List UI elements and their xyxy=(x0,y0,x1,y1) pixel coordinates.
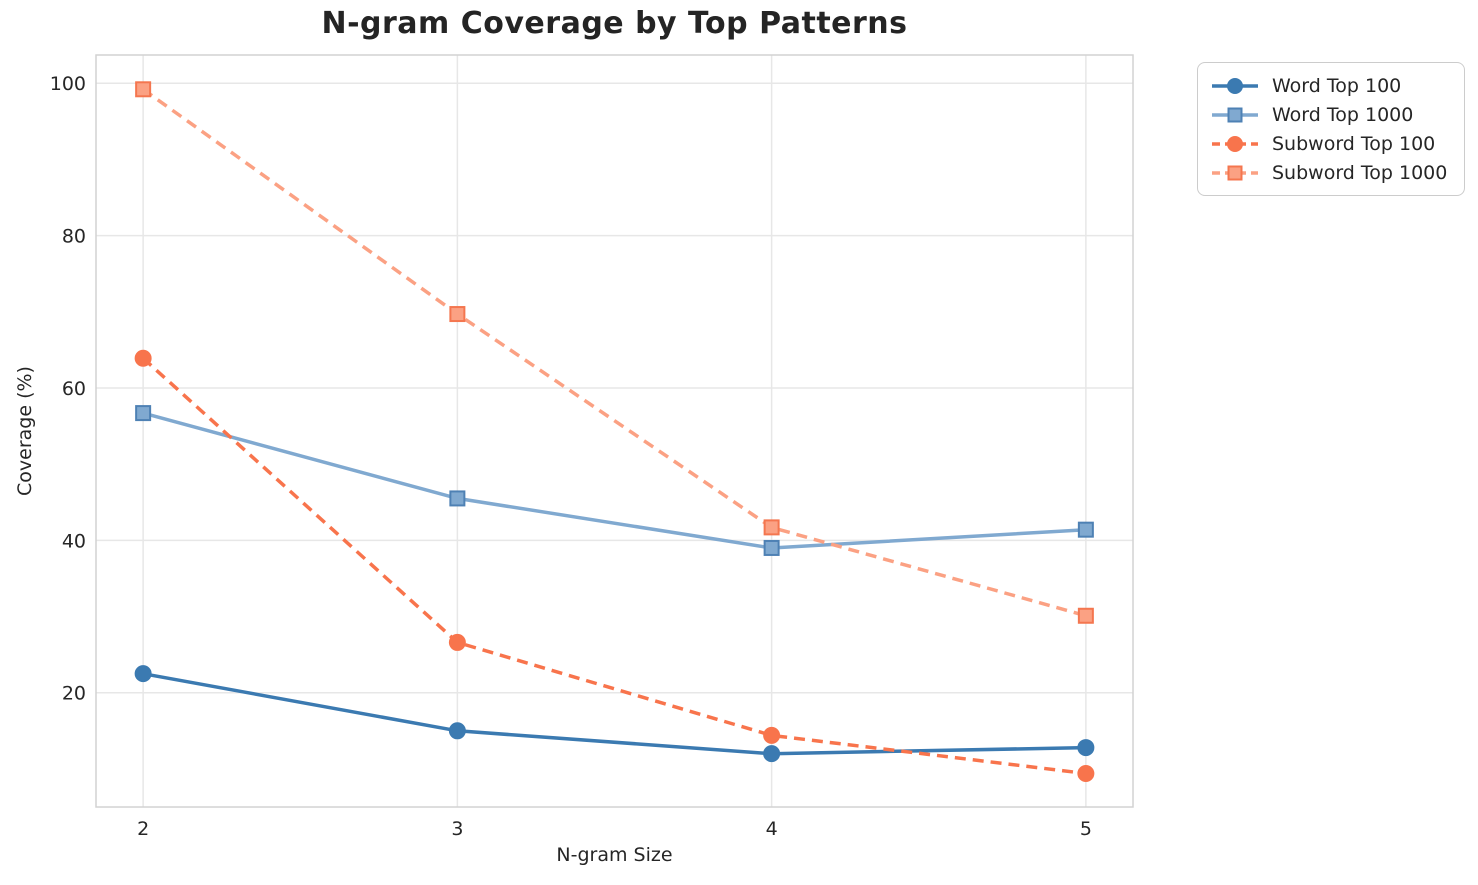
x-tick-label: 2 xyxy=(137,818,149,840)
x-tick-label: 5 xyxy=(1080,818,1092,840)
marker-subword-top-1000 xyxy=(135,81,152,98)
series-line-subword-top-1000 xyxy=(142,87,1087,618)
y-tick-label: 20 xyxy=(62,683,86,705)
series-line-word-top-100 xyxy=(142,671,1086,756)
legend-swatch-word-top-1000 xyxy=(1212,107,1258,122)
marker-word-top-1000 xyxy=(135,405,152,422)
legend: Word Top 100 Word Top 1000 Subword Top 100… xyxy=(1197,62,1465,196)
marker-subword-top-100 xyxy=(448,633,466,651)
legend-item-word-top-100: Word Top 100 xyxy=(1210,72,1450,99)
y-axis-label: Coverage (%) xyxy=(14,366,36,496)
x-tick-label: 4 xyxy=(766,818,778,840)
series-line-word-top-1000 xyxy=(142,411,1087,550)
x-axis-label: N-gram Size xyxy=(556,844,673,866)
marker-subword-top-100 xyxy=(134,349,152,367)
legend-item-label: Subword Top 1000 xyxy=(1272,161,1448,184)
legend-item-label: Word Top 1000 xyxy=(1272,103,1414,126)
marker-subword-top-1000 xyxy=(1077,607,1094,624)
marker-subword-top-1000 xyxy=(763,519,780,536)
marker-subword-top-100 xyxy=(763,726,781,744)
legend-item-subword-top-1000: Subword Top 1000 xyxy=(1210,159,1450,186)
marker-word-top-1000 xyxy=(1077,521,1094,538)
y-tick-label: 40 xyxy=(62,530,86,552)
series-line-subword-top-100 xyxy=(141,356,1087,776)
marker-word-top-1000 xyxy=(763,539,780,556)
marker-subword-top-100 xyxy=(1077,764,1095,782)
legend-swatch-word-top-100 xyxy=(1212,77,1258,94)
legend-swatch-subword-top-1000 xyxy=(1212,165,1258,180)
marker-word-top-100 xyxy=(448,722,466,740)
legend-marker xyxy=(1227,77,1243,94)
y-tick-label: 100 xyxy=(50,73,86,95)
legend-swatch-subword-top-100 xyxy=(1212,135,1258,152)
legend-item-word-top-1000: Word Top 1000 xyxy=(1210,101,1450,128)
legend-marker xyxy=(1227,135,1243,152)
legend-marker xyxy=(1227,165,1243,180)
plot-border xyxy=(95,54,1134,808)
y-tick-label: 60 xyxy=(62,378,86,400)
legend-item-subword-top-100: Subword Top 100 xyxy=(1210,130,1450,157)
marker-word-top-1000 xyxy=(449,490,466,507)
x-tick-label: 3 xyxy=(451,818,463,840)
chart-title: N-gram Coverage by Top Patterns xyxy=(321,6,908,41)
marker-word-top-100 xyxy=(134,665,152,683)
legend-item-label: Word Top 100 xyxy=(1272,74,1402,97)
legend-item-label: Subword Top 100 xyxy=(1272,132,1436,155)
y-tick-label: 80 xyxy=(62,226,86,248)
marker-word-top-100 xyxy=(1077,739,1095,757)
legend-marker xyxy=(1227,107,1243,122)
marker-subword-top-1000 xyxy=(449,306,466,323)
marker-word-top-100 xyxy=(763,745,781,763)
